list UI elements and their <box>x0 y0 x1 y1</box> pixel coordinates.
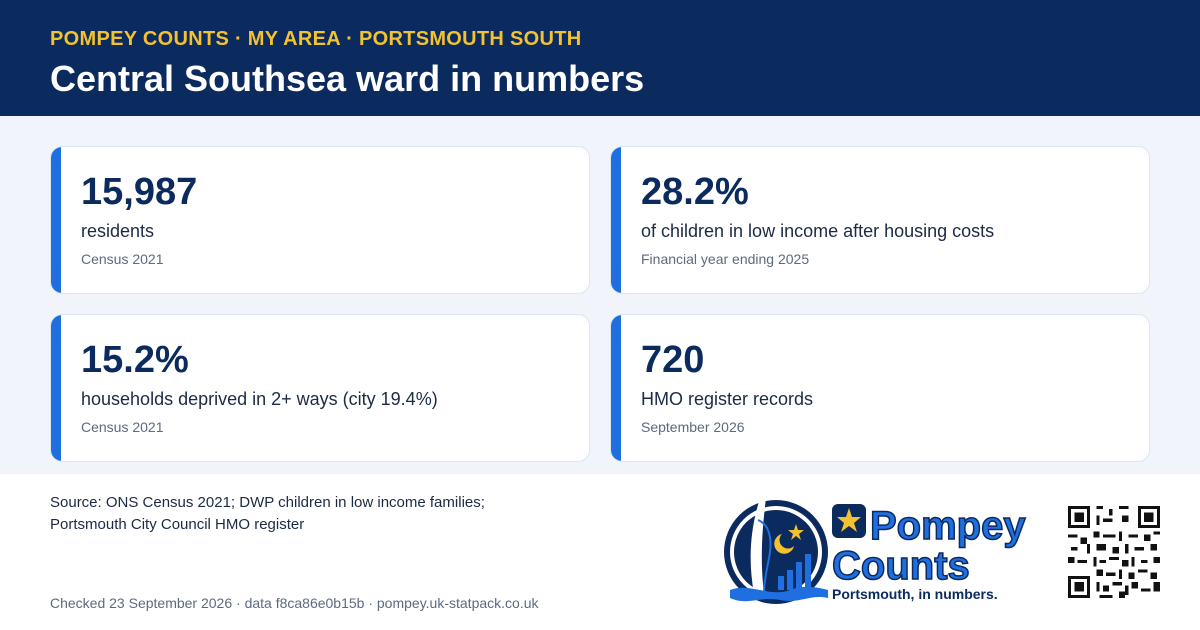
logo-word-pompey: Pompey <box>869 503 1026 549</box>
stat-card-residents: 15,987 residents Census 2021 <box>50 146 590 294</box>
stat-note: Census 2021 <box>81 251 164 267</box>
stat-note: Census 2021 <box>81 419 164 435</box>
stat-value: 28.2% <box>641 171 749 213</box>
breadcrumb-kicker: POMPEY COUNTS · MY AREA · PORTSMOUTH SOU… <box>50 28 582 50</box>
stat-value: 15,987 <box>81 171 198 213</box>
stat-note: September 2026 <box>641 419 745 435</box>
source-line: Source: ONS Census 2021; DWP children in… <box>50 494 485 511</box>
stat-card-child-poverty: 28.2% of children in low income after ho… <box>610 146 1150 294</box>
star-icon <box>832 504 866 538</box>
checked-footer: Checked 23 September 2026 · data f8ca86e… <box>50 595 539 611</box>
stat-card-hmo: 720 HMO register records September 2026 <box>610 314 1150 462</box>
stat-value: 15.2% <box>81 339 189 381</box>
logo-tagline: Portsmouth, in numbers. <box>832 586 998 602</box>
header-banner: POMPEY COUNTS · MY AREA · PORTSMOUTH SOU… <box>0 0 1200 116</box>
pompey-counts-logo: Pompey Counts Portsmouth, in numbers. <box>720 490 1040 615</box>
stat-label: households deprived in 2+ ways (city 19.… <box>81 389 438 409</box>
spinnaker-tower-icon <box>724 498 828 604</box>
card-accent-bar <box>51 147 61 293</box>
stat-card-deprivation: 15.2% households deprived in 2+ ways (ci… <box>50 314 590 462</box>
card-accent-bar <box>51 315 61 461</box>
stat-label: residents <box>81 221 155 241</box>
page-title: Central Southsea ward in numbers <box>50 58 645 99</box>
card-accent-bar <box>611 147 621 293</box>
stats-panel: 15,987 residents Census 2021 28.2% of ch… <box>0 116 1200 474</box>
stat-value: 720 <box>641 339 705 381</box>
source-line: Portsmouth City Council HMO register <box>50 516 305 533</box>
source-note: Source: ONS Census 2021; DWP children in… <box>50 492 590 536</box>
stat-label: HMO register records <box>641 389 814 409</box>
qr-code-icon[interactable] <box>1068 506 1160 598</box>
card-accent-bar <box>611 315 621 461</box>
stat-label: of children in low income after housing … <box>641 221 995 241</box>
stat-note: Financial year ending 2025 <box>641 251 810 267</box>
logo-word-counts: Counts <box>831 543 970 589</box>
